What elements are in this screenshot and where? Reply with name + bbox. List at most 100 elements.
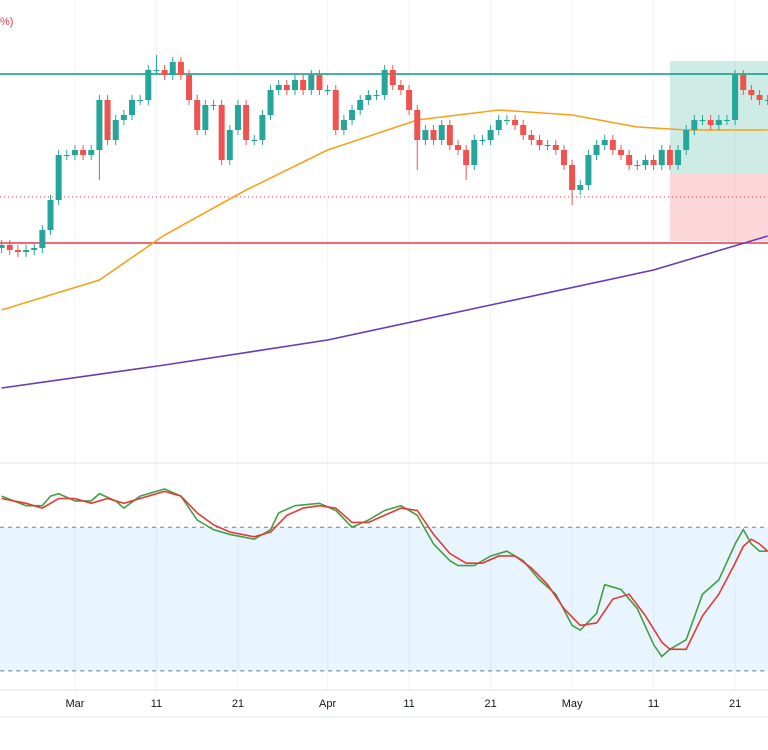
candle-body xyxy=(283,85,290,90)
candle-body xyxy=(691,120,698,130)
candle-body xyxy=(0,245,5,248)
candle-body xyxy=(88,150,95,155)
candle-body xyxy=(340,120,347,130)
candle-body xyxy=(707,120,714,125)
candle-body xyxy=(145,70,152,100)
legend-text: %) xyxy=(0,16,13,28)
candle-body xyxy=(593,145,600,155)
candle-body xyxy=(512,120,519,125)
candle-body xyxy=(618,150,624,155)
candle-body xyxy=(552,145,559,150)
candle-body xyxy=(634,165,641,166)
candle-body xyxy=(234,105,241,130)
candle-body xyxy=(699,120,706,121)
oscillator-band xyxy=(0,527,768,671)
stop-zone xyxy=(669,173,768,241)
candle-body xyxy=(455,145,461,150)
candle-body xyxy=(47,200,54,230)
candle-body xyxy=(609,140,616,150)
candle-body xyxy=(675,150,682,165)
candle-body xyxy=(520,125,527,135)
candle-body xyxy=(446,125,453,145)
candle-body xyxy=(463,150,470,165)
candle-body xyxy=(153,70,160,71)
x-tick-label: 11 xyxy=(403,698,414,710)
candle-body xyxy=(740,75,747,90)
candle-body xyxy=(479,140,486,141)
moving-average xyxy=(1,235,768,389)
candle-body xyxy=(528,135,535,140)
candle-body xyxy=(300,80,307,90)
candle-body xyxy=(414,110,421,140)
candle-body xyxy=(389,70,396,85)
candle-body xyxy=(104,100,111,140)
candle-body xyxy=(683,130,690,150)
candle-body xyxy=(161,70,168,75)
candle-body xyxy=(14,250,21,252)
candle-body xyxy=(169,62,176,75)
candle-body xyxy=(438,125,445,140)
candle-body xyxy=(406,90,413,110)
x-tick-label: 21 xyxy=(484,698,496,710)
candle-body xyxy=(186,75,193,100)
candle-body xyxy=(292,80,298,90)
oscillator-line xyxy=(1,488,768,658)
candle-body xyxy=(324,90,331,91)
candle-body xyxy=(112,120,119,140)
x-tick-label: Apr xyxy=(319,698,336,710)
candle-body xyxy=(23,250,30,252)
x-tick-label: 21 xyxy=(729,698,741,710)
candle-body xyxy=(218,105,225,160)
x-tick-label: 11 xyxy=(151,698,162,710)
candle-body xyxy=(732,75,739,120)
candle-body xyxy=(748,90,755,95)
candle-body xyxy=(120,115,127,120)
candle-body xyxy=(471,140,478,165)
candle-body xyxy=(63,155,70,156)
candle-body xyxy=(357,100,364,110)
candle-body xyxy=(349,110,356,120)
candle-body xyxy=(536,140,543,145)
candle-body xyxy=(764,100,768,101)
x-tick-label: 21 xyxy=(232,698,244,710)
candle-body xyxy=(495,120,502,130)
candle-body xyxy=(544,145,551,146)
candle-body xyxy=(226,130,233,160)
x-tick-label: Mar xyxy=(65,698,84,710)
candle-body xyxy=(560,150,567,165)
candle-body xyxy=(210,105,217,106)
candle-body xyxy=(202,105,209,130)
candle-body xyxy=(422,130,429,140)
candle-body xyxy=(332,90,339,130)
candle-body xyxy=(39,230,46,248)
candle-body xyxy=(397,85,404,90)
candle-body xyxy=(96,100,103,150)
candle-body xyxy=(715,120,722,125)
candle-body xyxy=(31,248,38,250)
candle-body xyxy=(601,140,608,145)
candle-body xyxy=(626,155,633,165)
candle-body xyxy=(259,115,266,140)
candle-body xyxy=(487,130,494,140)
candle-body xyxy=(267,90,274,115)
candle-body xyxy=(585,155,592,185)
candle-body xyxy=(243,105,250,140)
x-tick-label: 11 xyxy=(648,698,659,710)
candle-body xyxy=(251,140,258,141)
candle-body xyxy=(666,150,673,165)
candle-body xyxy=(365,95,372,100)
candle-body xyxy=(756,95,763,100)
candle-body xyxy=(503,120,510,121)
candle-body xyxy=(381,70,388,95)
candle-body xyxy=(658,150,665,165)
candle-body xyxy=(723,120,730,121)
candle-body xyxy=(129,100,135,115)
candle-body xyxy=(569,165,576,190)
candle-body xyxy=(177,62,184,75)
candle-body xyxy=(642,160,649,165)
candle-body xyxy=(577,185,584,190)
candle-body xyxy=(308,75,315,90)
candle-body xyxy=(137,100,144,101)
candle-body xyxy=(6,245,13,250)
